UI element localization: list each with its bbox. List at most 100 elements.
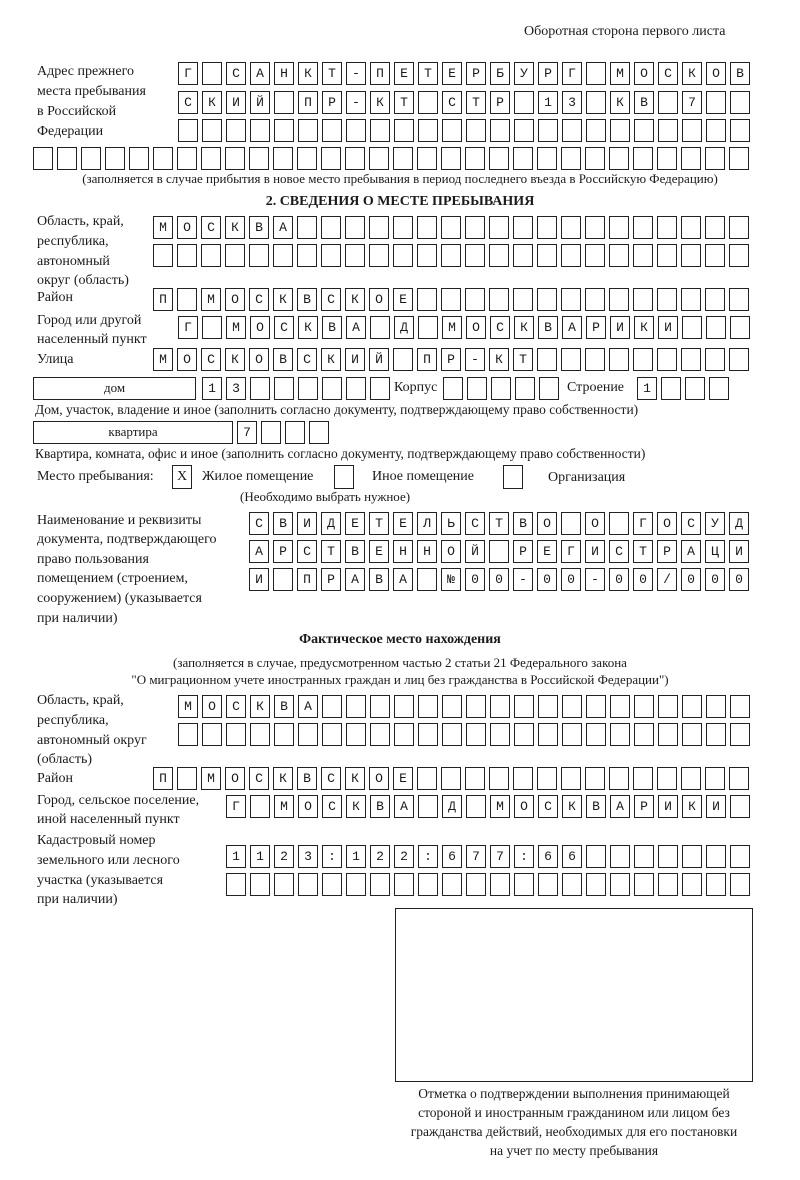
char-cell[interactable] xyxy=(634,845,654,868)
char-cell[interactable] xyxy=(298,91,318,114)
char-cell[interactable] xyxy=(321,540,341,563)
char-cell[interactable] xyxy=(658,119,678,142)
char-cell[interactable] xyxy=(634,119,654,142)
char-cell[interactable] xyxy=(274,873,294,896)
char-cell[interactable] xyxy=(249,244,269,267)
char-cell[interactable] xyxy=(657,348,677,371)
char-cell[interactable] xyxy=(514,845,534,868)
char-cell[interactable] xyxy=(417,147,437,170)
char-cell[interactable] xyxy=(442,62,462,85)
char-cell[interactable] xyxy=(633,288,653,311)
char-cell[interactable] xyxy=(393,147,413,170)
char-cell[interactable] xyxy=(370,62,390,85)
char-cell[interactable] xyxy=(682,845,702,868)
city-cells[interactable]: Г МОСКВА Д МОСКВАРИКИ xyxy=(178,316,754,339)
document-row-3[interactable]: И ПРАВА №00-00-00/000 xyxy=(249,568,753,591)
char-cell[interactable] xyxy=(418,795,438,818)
char-cell[interactable] xyxy=(661,377,681,400)
char-cell[interactable] xyxy=(202,119,222,142)
char-cell[interactable] xyxy=(633,216,653,239)
region-row-2[interactable] xyxy=(153,244,753,267)
char-cell[interactable] xyxy=(202,695,222,718)
char-cell[interactable] xyxy=(514,695,534,718)
char-cell[interactable] xyxy=(370,91,390,114)
char-cell[interactable] xyxy=(178,316,198,339)
char-cell[interactable] xyxy=(561,512,581,535)
char-cell[interactable] xyxy=(418,91,438,114)
prev-address-row-2[interactable]: СКИЙ ПР-КТ СТР 13 КВ 7 xyxy=(178,91,754,114)
actual-region-row-1[interactable]: МОСКВА xyxy=(178,695,754,718)
char-cell[interactable] xyxy=(321,216,341,239)
char-cell[interactable] xyxy=(442,873,462,896)
char-cell[interactable] xyxy=(705,288,725,311)
char-cell[interactable] xyxy=(177,147,197,170)
char-cell[interactable] xyxy=(273,216,293,239)
char-cell[interactable] xyxy=(441,512,461,535)
char-cell[interactable] xyxy=(658,316,678,339)
prev-address-row-4[interactable] xyxy=(33,147,753,170)
char-cell[interactable] xyxy=(465,288,485,311)
char-cell[interactable] xyxy=(634,91,654,114)
char-cell[interactable] xyxy=(417,348,437,371)
char-cell[interactable] xyxy=(682,316,702,339)
char-cell[interactable] xyxy=(345,216,365,239)
char-cell[interactable] xyxy=(491,377,511,400)
char-cell[interactable] xyxy=(562,795,582,818)
char-cell[interactable] xyxy=(274,845,294,868)
char-cell[interactable] xyxy=(705,147,725,170)
char-cell[interactable] xyxy=(610,845,630,868)
char-cell[interactable] xyxy=(322,795,342,818)
char-cell[interactable] xyxy=(225,288,245,311)
char-cell[interactable] xyxy=(489,147,509,170)
char-cell[interactable] xyxy=(345,288,365,311)
char-cell[interactable] xyxy=(490,845,510,868)
char-cell[interactable] xyxy=(706,91,726,114)
char-cell[interactable] xyxy=(490,91,510,114)
char-cell[interactable] xyxy=(489,288,509,311)
char-cell[interactable] xyxy=(633,568,653,591)
char-cell[interactable] xyxy=(394,795,414,818)
char-cell[interactable] xyxy=(585,512,605,535)
char-cell[interactable] xyxy=(418,119,438,142)
char-cell[interactable] xyxy=(514,723,534,746)
char-cell[interactable] xyxy=(417,216,437,239)
char-cell[interactable] xyxy=(370,119,390,142)
char-cell[interactable] xyxy=(153,348,173,371)
char-cell[interactable] xyxy=(465,244,485,267)
char-cell[interactable] xyxy=(153,244,173,267)
char-cell[interactable] xyxy=(489,568,509,591)
flat-type-field[interactable]: квартира xyxy=(33,421,233,444)
char-cell[interactable] xyxy=(490,795,510,818)
char-cell[interactable] xyxy=(394,316,414,339)
char-cell[interactable] xyxy=(513,540,533,563)
char-cell[interactable] xyxy=(345,348,365,371)
char-cell[interactable] xyxy=(226,316,246,339)
char-cell[interactable] xyxy=(537,348,557,371)
char-cell[interactable] xyxy=(634,695,654,718)
char-cell[interactable] xyxy=(585,540,605,563)
char-cell[interactable] xyxy=(705,348,725,371)
char-cell[interactable] xyxy=(489,540,509,563)
char-cell[interactable] xyxy=(273,767,293,790)
char-cell[interactable] xyxy=(250,695,270,718)
char-cell[interactable] xyxy=(466,695,486,718)
cadastre-row-2[interactable] xyxy=(226,873,754,896)
char-cell[interactable] xyxy=(561,348,581,371)
char-cell[interactable] xyxy=(609,568,629,591)
char-cell[interactable] xyxy=(298,695,318,718)
char-cell[interactable] xyxy=(250,845,270,868)
char-cell[interactable] xyxy=(610,695,630,718)
char-cell[interactable] xyxy=(226,377,246,400)
char-cell[interactable] xyxy=(298,845,318,868)
char-cell[interactable] xyxy=(393,540,413,563)
char-cell[interactable] xyxy=(226,873,246,896)
char-cell[interactable] xyxy=(225,767,245,790)
char-cell[interactable] xyxy=(441,348,461,371)
char-cell[interactable] xyxy=(490,873,510,896)
char-cell[interactable] xyxy=(225,147,245,170)
char-cell[interactable] xyxy=(585,348,605,371)
char-cell[interactable] xyxy=(730,845,750,868)
char-cell[interactable] xyxy=(322,873,342,896)
char-cell[interactable] xyxy=(153,147,173,170)
char-cell[interactable] xyxy=(465,512,485,535)
